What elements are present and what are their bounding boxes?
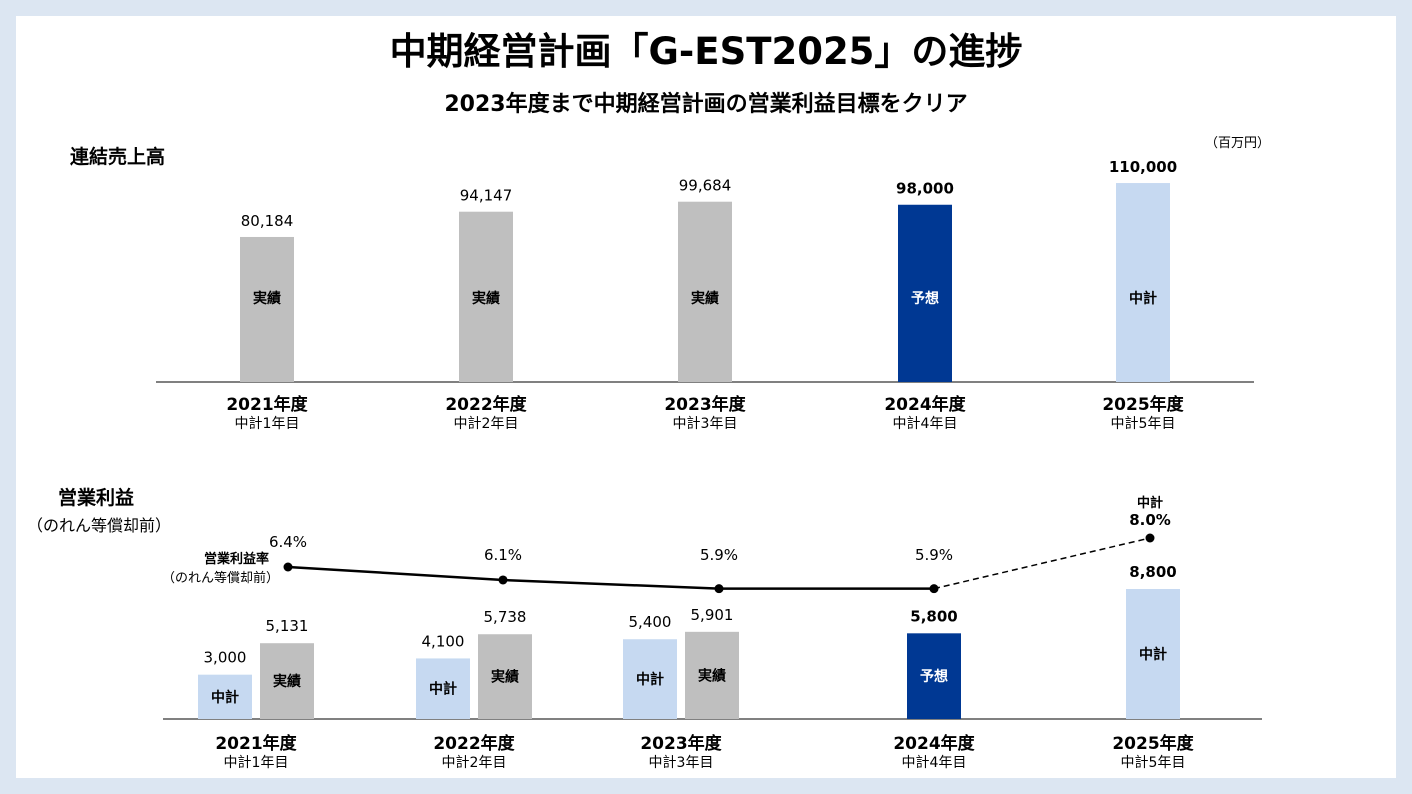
- ratio-point: [929, 584, 939, 594]
- ratio-value-label: 5.9%: [915, 546, 953, 564]
- ratio-value-label: 5.9%: [700, 546, 738, 564]
- sales-bar: [678, 201, 732, 382]
- sales-bar: [459, 211, 513, 382]
- profit-bar-label: 実績: [698, 667, 726, 684]
- profit-category-sublabel: 中計5年目: [1121, 755, 1186, 771]
- sales-category-label: 2024年度: [884, 394, 966, 415]
- profit-bar: [478, 634, 532, 719]
- profit-bar: [907, 633, 961, 719]
- sales-category-sublabel: 中計3年目: [673, 416, 738, 432]
- ratio-series-name: 営業利益率: [204, 551, 269, 567]
- ratio-series-subname: （のれん等償却前）: [162, 570, 279, 586]
- sales-category-label: 2022年度: [445, 394, 527, 415]
- profit-value-label: 8,800: [1129, 563, 1176, 581]
- profit-category-label: 2022年度: [433, 733, 515, 754]
- page-subtitle: 2023年度まで中期経営計画の営業利益目標をクリア: [444, 91, 967, 117]
- profit-bar: [416, 658, 470, 719]
- sales-value-label: 99,684: [679, 177, 732, 195]
- ratio-value-label: 8.0%: [1129, 511, 1171, 529]
- profit-category-sublabel: 中計2年目: [442, 755, 507, 771]
- profit-bar: [1126, 589, 1180, 719]
- profit-bar: [198, 674, 252, 719]
- sales-value-label: 80,184: [241, 212, 294, 230]
- profit-bar-label: 予想: [920, 668, 948, 685]
- profit-value-label: 4,100: [422, 632, 465, 650]
- page-title: 中期経営計画「G-EST2025」の進捗: [390, 30, 1023, 73]
- profit-value-label: 5,901: [691, 606, 734, 624]
- profit-category-label: 2021年度: [215, 733, 297, 754]
- sales-category-sublabel: 中計1年目: [235, 416, 300, 432]
- ratio-point: [498, 575, 508, 585]
- profit-category-sublabel: 中計4年目: [902, 755, 967, 771]
- profit-value-label: 5,738: [484, 608, 527, 626]
- sales-category-sublabel: 中計5年目: [1111, 416, 1176, 432]
- profit-bar-label: 中計: [1139, 646, 1167, 663]
- profit-category-label: 2024年度: [893, 733, 975, 754]
- sales-bar-label: 予想: [911, 290, 939, 307]
- sales-bar-label: 実績: [691, 290, 719, 307]
- profit-bar-label: 中計: [211, 689, 239, 706]
- sales-bar: [898, 204, 952, 382]
- profit-value-label: 5,131: [266, 617, 309, 635]
- sales-category-label: 2025年度: [1102, 394, 1184, 415]
- ratio-point: [283, 562, 293, 572]
- profit-value-label: 5,400: [629, 613, 672, 631]
- sales-bar-label: 実績: [253, 290, 281, 307]
- sales-bar-label: 実績: [472, 290, 500, 307]
- profit-category-sublabel: 中計1年目: [224, 755, 289, 771]
- sales-bar: [1116, 183, 1170, 382]
- profit-bar-label: 中計: [429, 681, 457, 698]
- ratio-plan-prefix: 中計: [1137, 495, 1163, 511]
- profit-category-label: 2023年度: [640, 733, 722, 754]
- sales-category-label: 2021年度: [226, 394, 308, 415]
- ratio-value-label: 6.4%: [269, 533, 307, 551]
- profit-chart-title: 営業利益: [58, 486, 134, 509]
- sales-value-label: 110,000: [1109, 158, 1177, 176]
- sales-category-sublabel: 中計2年目: [454, 416, 519, 432]
- profit-bar: [260, 643, 314, 719]
- profit-bar: [623, 639, 677, 719]
- sales-bar-label: 中計: [1129, 290, 1157, 307]
- profit-chart-subtitle: （のれん等償却前）: [27, 516, 171, 535]
- sales-value-label: 94,147: [460, 187, 513, 205]
- unit-label: （百万円）: [1205, 136, 1270, 151]
- ratio-line-segment: [287, 565, 504, 582]
- profit-category-sublabel: 中計3年目: [649, 755, 714, 771]
- profit-value-label: 3,000: [204, 649, 247, 667]
- profit-category-label: 2025年度: [1112, 733, 1194, 754]
- ratio-line-segment: [502, 578, 720, 590]
- sales-category-label: 2023年度: [664, 394, 746, 415]
- profit-value-label: 5,800: [910, 607, 957, 625]
- sales-value-label: 98,000: [896, 180, 954, 198]
- ratio-point: [714, 584, 724, 594]
- sales-chart-title: 連結売上高: [70, 145, 165, 168]
- ratio-line-segment: [933, 537, 1151, 590]
- ratio-value-label: 6.1%: [484, 546, 522, 564]
- profit-bar: [685, 631, 739, 719]
- profit-bar-label: 中計: [636, 671, 664, 688]
- ratio-point: [1145, 533, 1155, 543]
- sales-category-sublabel: 中計4年目: [893, 416, 958, 432]
- sales-bar: [240, 236, 294, 382]
- profit-bar-label: 実績: [491, 669, 519, 686]
- profit-bar-label: 実績: [273, 673, 301, 690]
